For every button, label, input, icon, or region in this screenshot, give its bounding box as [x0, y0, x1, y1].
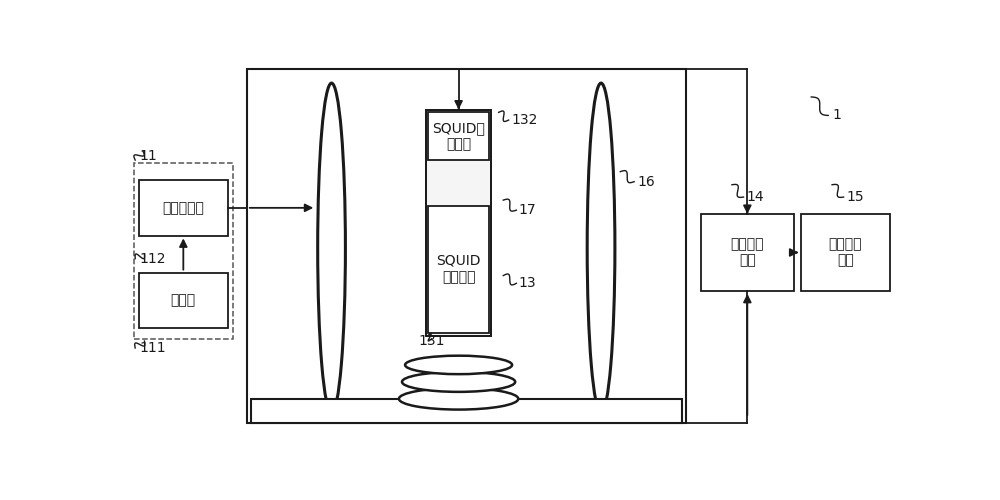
Bar	[428, 206, 489, 332]
Ellipse shape	[405, 356, 512, 374]
Text: 17: 17	[519, 203, 536, 217]
Text: 11: 11	[139, 149, 157, 163]
Text: 信号源: 信号源	[171, 293, 196, 307]
Ellipse shape	[318, 83, 345, 412]
Text: 16: 16	[637, 174, 655, 188]
Bar	[251, 399, 682, 423]
Bar	[426, 110, 491, 336]
Ellipse shape	[399, 388, 518, 409]
Text: SQUID
测量组件: SQUID 测量组件	[436, 254, 481, 284]
Bar	[701, 214, 794, 291]
Text: 131: 131	[419, 334, 445, 348]
Bar	[139, 180, 228, 236]
Ellipse shape	[587, 83, 615, 412]
Bar	[139, 272, 228, 328]
Text: 14: 14	[747, 190, 764, 204]
Text: 15: 15	[847, 190, 864, 204]
Ellipse shape	[402, 372, 515, 392]
Bar	[426, 110, 491, 336]
Text: 1: 1	[832, 108, 841, 122]
Text: 13: 13	[519, 276, 536, 290]
Bar	[134, 163, 233, 338]
Text: 111: 111	[139, 341, 166, 355]
Text: 测量控制
模块: 测量控制 模块	[731, 238, 764, 268]
Text: 112: 112	[139, 252, 166, 266]
Text: SQUID读
出电路: SQUID读 出电路	[432, 121, 485, 152]
Bar	[247, 69, 686, 424]
Bar	[428, 112, 489, 160]
Text: 132: 132	[511, 113, 537, 127]
Text: 功率放大器: 功率放大器	[162, 201, 204, 215]
Text: 串扰标定
模块: 串扰标定 模块	[829, 238, 862, 268]
Bar	[801, 214, 890, 291]
